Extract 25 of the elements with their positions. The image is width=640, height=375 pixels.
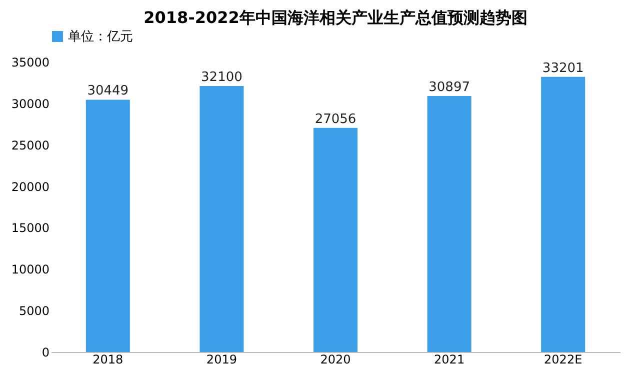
bar — [200, 86, 244, 352]
x-tick-label: 2021 — [434, 352, 465, 366]
x-tick-label: 2019 — [206, 352, 237, 366]
y-tick-label: 15000 — [11, 221, 50, 236]
y-tick-label: 10000 — [11, 262, 50, 277]
chart-title: 2018-2022年中国海洋相关产业生产总值预测趋势图 — [144, 8, 528, 27]
data-label: 33201 — [542, 60, 584, 76]
data-label: 30897 — [428, 80, 470, 95]
data-label: 30449 — [87, 84, 129, 99]
legend-label: 单位：亿元 — [68, 30, 133, 44]
bar — [427, 96, 472, 352]
y-tick-label: 25000 — [11, 138, 50, 152]
bar — [314, 128, 358, 352]
y-tick-label: 35000 — [11, 56, 50, 70]
y-tick-label: 20000 — [11, 180, 50, 194]
bar — [86, 100, 130, 352]
y-tick-label: 30000 — [11, 96, 50, 111]
x-tick-label: 2022E — [544, 352, 582, 366]
x-tick-label: 2018 — [92, 352, 124, 366]
x-tick-label: 2020 — [320, 352, 351, 366]
bar — [541, 76, 586, 352]
data-label: 32100 — [201, 70, 242, 86]
y-tick-label: 5000 — [18, 304, 50, 318]
data-label: 27056 — [314, 112, 356, 127]
y-tick-label: 0 — [42, 346, 50, 360]
